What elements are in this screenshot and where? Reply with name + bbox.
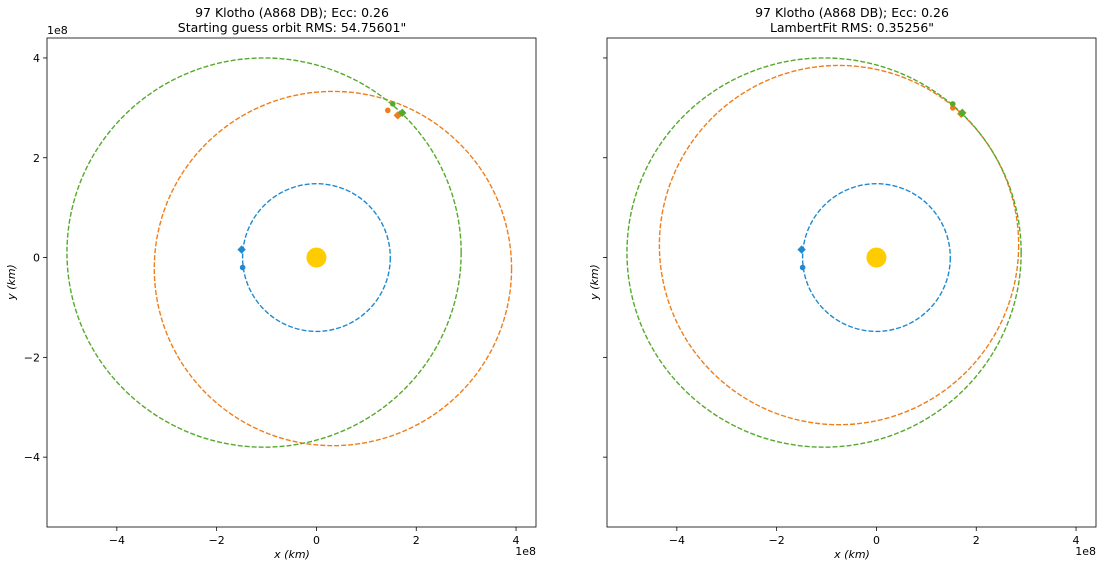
right-orbit-0 xyxy=(801,183,951,333)
right-plot-content xyxy=(626,57,1022,448)
left-diamond-marker-0 xyxy=(237,245,246,254)
left-plot-area: −4 −2 0 2 4 −4 −2 0 2 4 xyxy=(24,37,537,547)
right-orbit-1 xyxy=(658,64,1020,426)
left-x-axis-label: x (km) xyxy=(273,548,310,561)
right-axes-frame xyxy=(606,37,1097,528)
left-y-tick-label: −2 xyxy=(24,351,40,364)
left-x-tick-label: −2 xyxy=(209,534,225,547)
right-title-line2: LambertFit RMS: 0.35256" xyxy=(770,20,934,35)
left-circle-marker-1 xyxy=(239,264,246,271)
left-y-tick-label: −4 xyxy=(24,451,40,464)
left-x-tick-label: −4 xyxy=(109,534,125,547)
left-x-tick-label: 4 xyxy=(513,534,520,547)
left-axes-frame xyxy=(46,37,537,528)
left-x-offset-label: 1e8 xyxy=(515,545,536,558)
right-title-line1: 97 Klotho (A868 DB); Ecc: 0.26 xyxy=(755,5,949,20)
right-x-tick-label: 2 xyxy=(973,534,980,547)
right-x-axis-label: x (km) xyxy=(833,548,870,561)
left-x-tick-label: 2 xyxy=(413,534,420,547)
left-orbit-0 xyxy=(241,183,391,333)
right-circle-marker-1 xyxy=(799,264,806,271)
left-circle-marker-4 xyxy=(389,101,396,107)
right-diamond-marker-5 xyxy=(958,108,967,118)
left-orbit-2 xyxy=(66,57,462,448)
left-y-tick-label: 0 xyxy=(33,252,40,265)
left-x-tick-label: 0 xyxy=(313,534,320,547)
left-y-tick-label: 2 xyxy=(33,152,40,165)
left-orbit-plot: 97 Klotho (A868 DB); Ecc: 0.26 Starting … xyxy=(5,5,537,561)
right-y-axis-label: y (km) xyxy=(588,264,601,301)
left-diamond-marker-5 xyxy=(398,108,407,118)
right-diamond-marker-0 xyxy=(797,245,806,254)
right-plot-area: −4 −2 0 2 4 xyxy=(603,37,1097,547)
left-orbit-1 xyxy=(153,90,513,447)
right-orbit-2 xyxy=(626,57,1022,448)
right-x-tick-label: −2 xyxy=(769,534,785,547)
right-circle-marker-2 xyxy=(949,105,956,111)
right-sun-marker xyxy=(866,247,887,268)
left-sun-marker xyxy=(306,247,327,268)
left-y-axis-label: y (km) xyxy=(5,264,18,301)
right-x-tick-label: 0 xyxy=(873,534,880,547)
right-circle-marker-4 xyxy=(949,101,956,107)
left-circle-marker-2 xyxy=(385,107,391,114)
left-y-tick-label: 4 xyxy=(33,52,40,65)
right-x-tick-label: 4 xyxy=(1073,534,1080,547)
left-title-line2: Starting guess orbit RMS: 54.75601" xyxy=(178,20,406,35)
right-x-offset-label: 1e8 xyxy=(1075,545,1096,558)
left-y-offset-label: 1e8 xyxy=(47,24,68,37)
left-plot-content xyxy=(66,57,513,448)
right-orbit-plot: 97 Klotho (A868 DB); Ecc: 0.26 LambertFi… xyxy=(588,5,1097,561)
left-title-line1: 97 Klotho (A868 DB); Ecc: 0.26 xyxy=(195,5,389,20)
right-x-tick-label: −4 xyxy=(669,534,685,547)
